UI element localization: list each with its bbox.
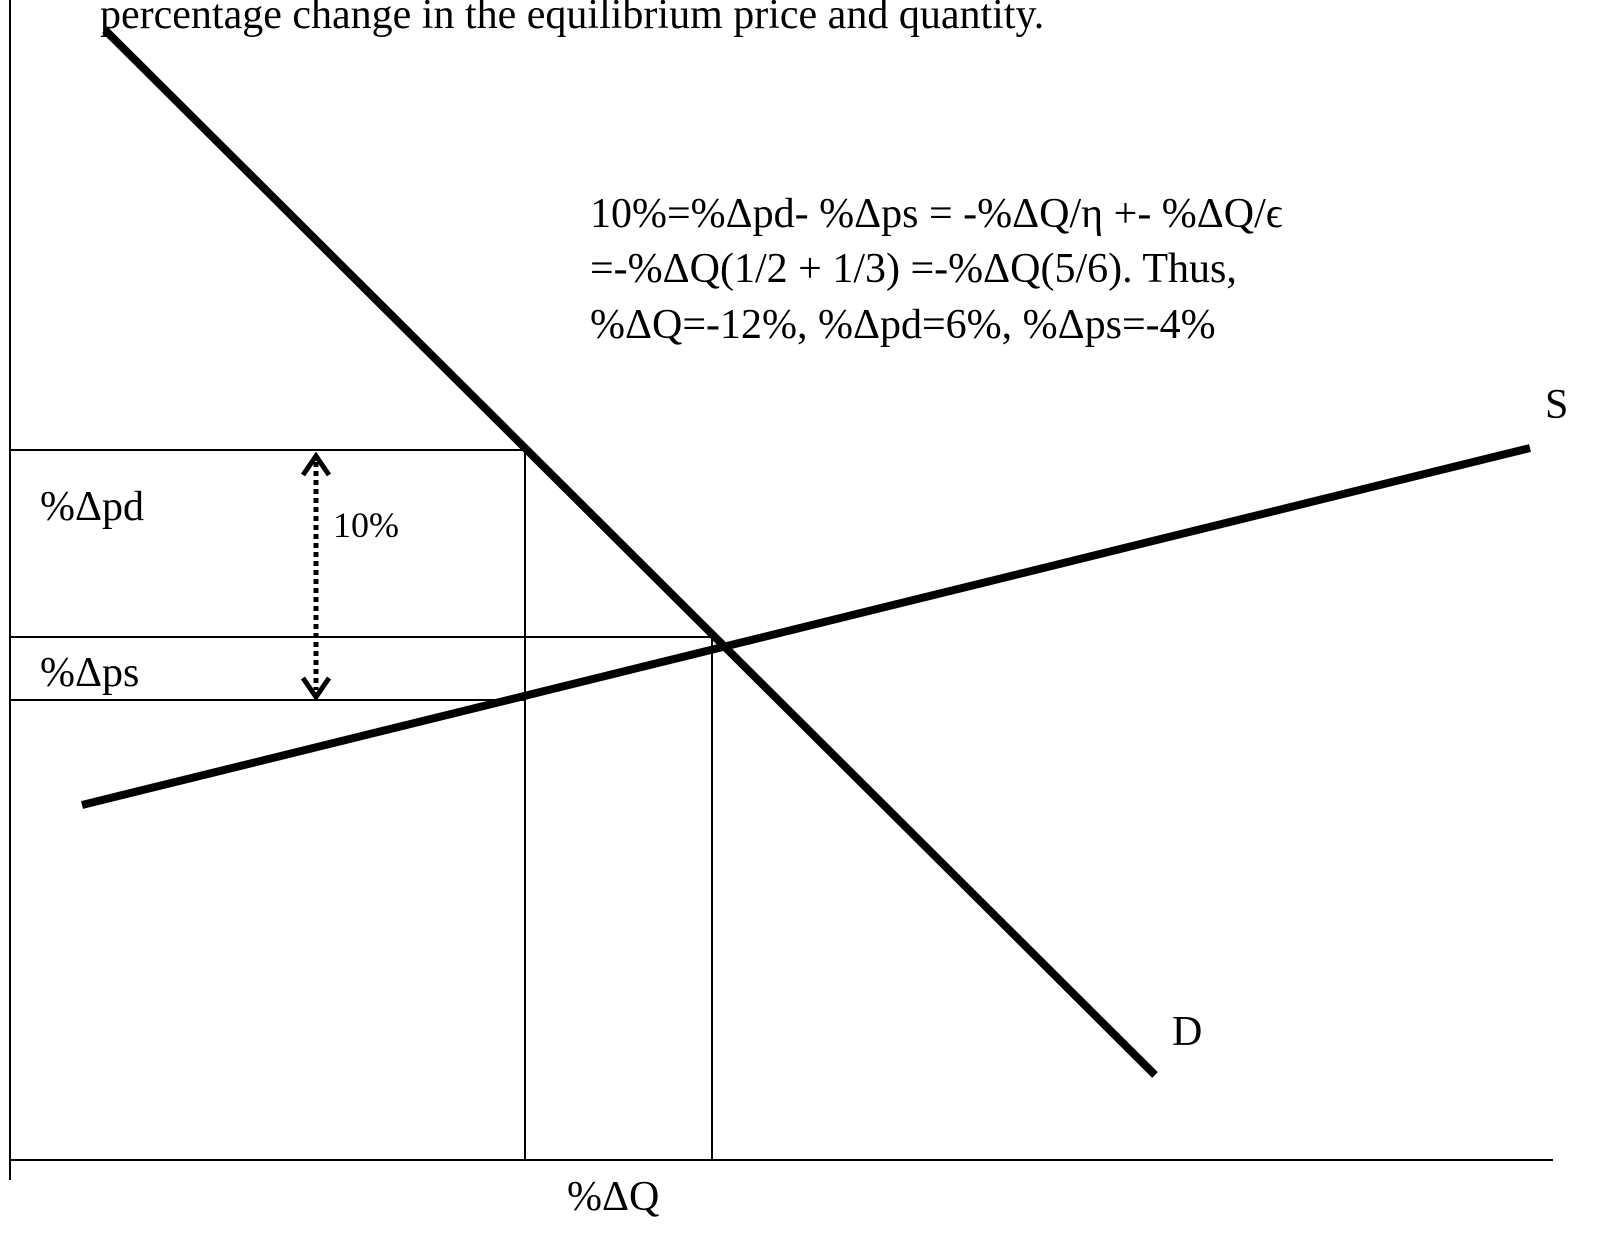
supply-label: S — [1545, 382, 1568, 428]
supply-curve — [81, 444, 1531, 809]
arrow-head — [300, 451, 332, 477]
demand-label: D — [1172, 1009, 1202, 1055]
quantity-label: %ΔQ — [567, 1174, 659, 1220]
ps-label: %Δps — [40, 650, 139, 696]
header-text: percentage change in the equilibrium pri… — [100, 0, 1044, 38]
pd-label: %Δpd — [40, 484, 144, 530]
arrow-head — [300, 676, 332, 702]
equation-line: %ΔQ=-12%, %Δpd=6%, %Δps=-4% — [590, 302, 1216, 348]
gap-label: 10% — [333, 505, 399, 545]
equation-line: =-%ΔQ(1/2 + 1/3) =-%ΔQ(5/6). Thus, — [590, 246, 1237, 292]
demand-curve — [102, 27, 1158, 1078]
equation-line: 10%=%Δpd- %Δps = -%ΔQ/η +- %ΔQ/ϵ — [590, 191, 1283, 237]
